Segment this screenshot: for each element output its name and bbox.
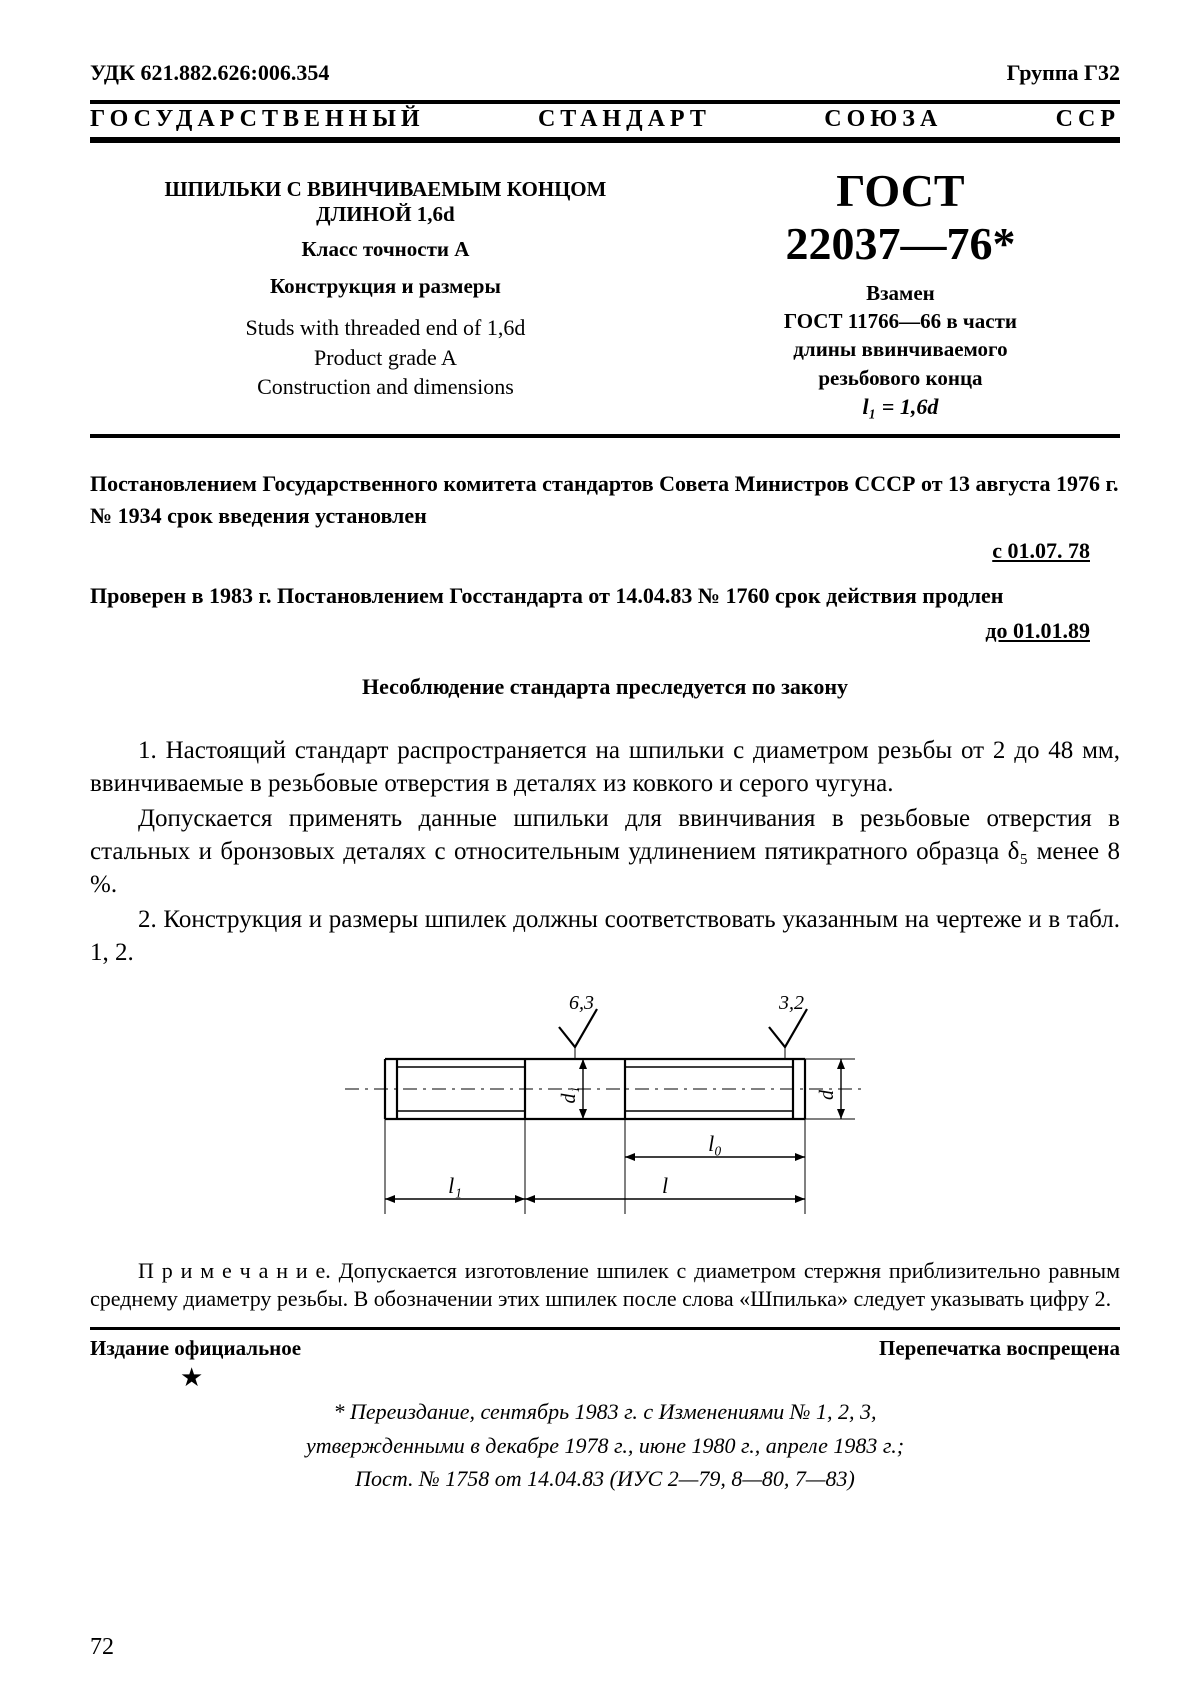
svg-text:d₁: d₁: [558, 1086, 580, 1103]
footer-left: Издание официальное: [90, 1336, 301, 1361]
en-line-2: Product grade A: [100, 343, 671, 373]
replace-line-4: резьбового конца: [681, 364, 1120, 392]
en-line-1: Studs with threaded end of 1,6d: [100, 313, 671, 343]
reissue-line-2: утвержденными в декабре 1978 г., июне 19…: [90, 1431, 1120, 1461]
note-text: П р и м е ч а н и е. Допускается изготов…: [90, 1257, 1120, 1313]
paragraph-1: 1. Настоящий стандарт распространяется н…: [90, 734, 1120, 800]
paragraph-2-text: Допускается применять данные шпильки для…: [90, 805, 1120, 898]
group-code: Группа Г32: [1007, 60, 1120, 86]
paragraph-2: Допускается применять данные шпильки для…: [90, 802, 1120, 901]
footer-separator: [90, 1327, 1120, 1330]
reissue-line-3: Пост. № 1758 от 14.04.83 (ИУС 2—79, 8—80…: [90, 1464, 1120, 1494]
decree-1: Постановлением Государственного комитета…: [90, 468, 1120, 532]
replace-line-2: ГОСТ 11766—66 в части: [681, 307, 1120, 335]
replace-formula: l₁ = 1,6d: [681, 392, 1120, 422]
footer-right: Перепечатка воспрещена: [879, 1336, 1120, 1361]
star-icon: ★: [180, 1363, 1120, 1393]
reissue-line-1: * Переиздание, сентябрь 1983 г. с Измене…: [90, 1397, 1120, 1427]
class-line: Класс точности А: [100, 237, 671, 262]
svg-text:3,2: 3,2: [778, 992, 804, 1014]
note-content: П р и м е ч а н и е. Допускается изготов…: [90, 1258, 1120, 1311]
title-ru-line2: ДЛИНОЙ 1,6d: [100, 202, 671, 227]
title-ru-line1: ШПИЛЬКИ С ВВИНЧИВАЕМЫМ КОНЦОМ: [100, 177, 671, 202]
svg-text:d: d: [816, 1089, 838, 1100]
en-line-3: Construction and dimensions: [100, 372, 671, 402]
gost-number: 22037—76*: [681, 218, 1120, 271]
replace-line-1: Взамен: [681, 279, 1120, 307]
svg-text:l₀: l₀: [708, 1131, 722, 1156]
decree-2: Проверен в 1983 г. Постановлением Госста…: [90, 580, 1120, 612]
gost-label: ГОСТ: [681, 165, 1120, 218]
header-block: ШПИЛЬКИ С ВВИНЧИВАЕМЫМ КОНЦОМ ДЛИНОЙ 1,6…: [90, 161, 1120, 438]
paragraph-3: 2. Конструкция и размеры шпилек должны с…: [90, 903, 1120, 969]
paragraph-1-text: 1. Настоящий стандарт распространяется н…: [90, 737, 1120, 797]
svg-text:l: l: [662, 1173, 668, 1198]
svg-text:6,3: 6,3: [569, 992, 594, 1014]
construction-line: Конструкция и размеры: [100, 274, 671, 299]
page-number: 72: [90, 1634, 114, 1661]
law-warning: Несоблюдение стандарта преследуется по з…: [90, 674, 1120, 700]
banner-title: ГОСУДАРСТВЕННЫЙ СТАНДАРТ СОЮЗА ССР: [90, 100, 1120, 143]
date-1: с 01.07. 78: [992, 538, 1090, 563]
stud-diagram: 6,3 3,2 d₁ d l₀ l₁ l: [325, 989, 885, 1239]
udk-code: УДК 621.882.626:006.354: [90, 60, 329, 86]
svg-text:l₁: l₁: [448, 1173, 462, 1198]
paragraph-3-text: 2. Конструкция и размеры шпилек должны с…: [90, 906, 1120, 966]
replace-line-3: длины ввинчиваемого: [681, 335, 1120, 363]
date-2: до 01.01.89: [985, 618, 1090, 643]
